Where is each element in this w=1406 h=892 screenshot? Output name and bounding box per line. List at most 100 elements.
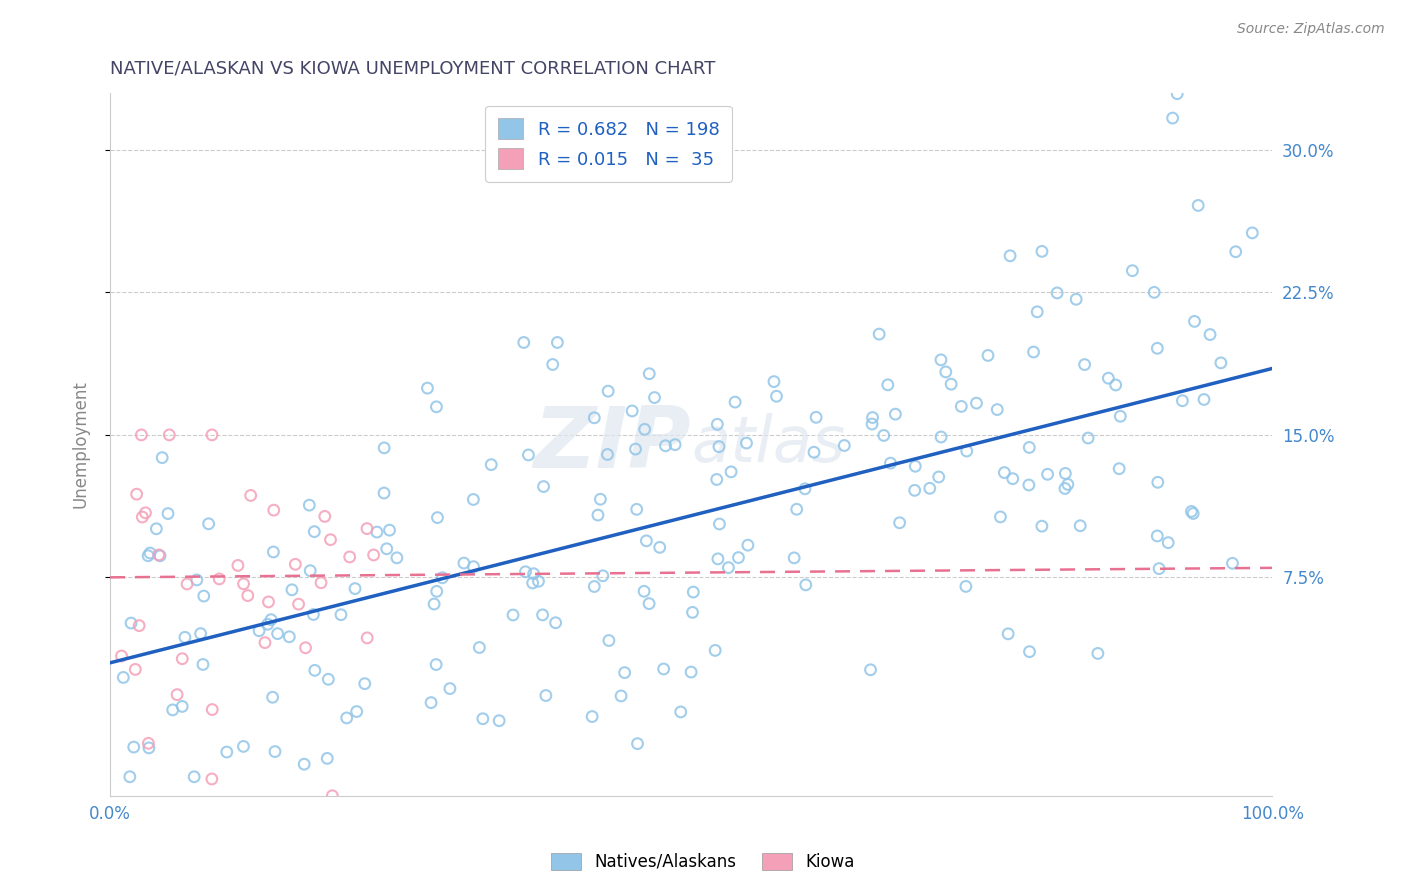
Point xyxy=(834,438,856,452)
Point xyxy=(638,597,661,611)
Point xyxy=(201,428,224,442)
Point xyxy=(523,566,546,581)
Point xyxy=(794,482,817,496)
Point xyxy=(1018,478,1040,492)
Point xyxy=(201,772,224,786)
Point xyxy=(292,757,315,772)
Point xyxy=(463,492,485,507)
Point xyxy=(735,436,758,450)
Point xyxy=(304,664,326,678)
Point xyxy=(762,375,785,389)
Point xyxy=(353,676,375,690)
Point xyxy=(1241,226,1264,240)
Point xyxy=(186,573,208,587)
Point xyxy=(1180,504,1202,518)
Point xyxy=(1161,111,1184,125)
Point xyxy=(1054,467,1077,481)
Point xyxy=(804,410,827,425)
Point xyxy=(648,541,671,555)
Point xyxy=(1001,472,1024,486)
Point xyxy=(939,377,962,392)
Text: NATIVE/ALASKAN VS KIOWA UNEMPLOYMENT CORRELATION CHART: NATIVE/ALASKAN VS KIOWA UNEMPLOYMENT COR… xyxy=(110,60,716,78)
Point xyxy=(138,740,160,755)
Point xyxy=(174,630,197,644)
Point xyxy=(112,670,135,684)
Point xyxy=(513,335,536,350)
Point xyxy=(420,696,443,710)
Point xyxy=(998,249,1021,263)
Point xyxy=(1187,198,1209,212)
Point xyxy=(997,627,1019,641)
Point xyxy=(1146,529,1168,543)
Point xyxy=(281,582,304,597)
Point xyxy=(314,509,336,524)
Point xyxy=(589,492,612,507)
Point xyxy=(904,483,927,498)
Point xyxy=(183,770,205,784)
Point xyxy=(260,613,283,627)
Point xyxy=(1108,461,1130,475)
Point xyxy=(1077,431,1099,445)
Point xyxy=(262,690,284,705)
Point xyxy=(986,402,1008,417)
Point xyxy=(426,584,449,599)
Point xyxy=(264,745,287,759)
Point xyxy=(879,456,901,470)
Point xyxy=(197,516,219,531)
Point xyxy=(592,569,614,583)
Point xyxy=(681,665,703,679)
Point xyxy=(586,508,609,522)
Point xyxy=(950,400,973,414)
Point xyxy=(263,503,285,517)
Point xyxy=(336,711,359,725)
Point xyxy=(172,651,194,665)
Point xyxy=(1097,371,1119,385)
Point xyxy=(706,473,728,487)
Point xyxy=(990,509,1012,524)
Point xyxy=(531,607,554,622)
Point xyxy=(918,481,941,495)
Point xyxy=(873,428,896,442)
Point xyxy=(1147,561,1170,575)
Point xyxy=(633,422,655,436)
Point xyxy=(1157,535,1180,549)
Point xyxy=(638,367,661,381)
Point xyxy=(1146,475,1168,490)
Point xyxy=(993,466,1015,480)
Point xyxy=(1069,518,1091,533)
Point xyxy=(373,486,395,500)
Point xyxy=(468,640,491,655)
Point xyxy=(1046,285,1069,300)
Point xyxy=(278,630,301,644)
Point xyxy=(682,606,704,620)
Point xyxy=(156,507,179,521)
Point xyxy=(533,479,555,493)
Text: Source: ZipAtlas.com: Source: ZipAtlas.com xyxy=(1237,22,1385,37)
Point xyxy=(425,657,447,672)
Point xyxy=(1073,358,1095,372)
Point xyxy=(707,440,730,454)
Point xyxy=(527,574,550,589)
Point xyxy=(284,558,307,572)
Point xyxy=(541,358,564,372)
Point xyxy=(598,384,620,399)
Point xyxy=(596,448,619,462)
Point xyxy=(1087,647,1109,661)
Point xyxy=(236,589,259,603)
Point xyxy=(304,524,326,539)
Point xyxy=(136,549,159,563)
Point xyxy=(145,522,167,536)
Point xyxy=(302,607,325,622)
Point xyxy=(172,699,194,714)
Point xyxy=(956,444,979,458)
Point xyxy=(131,428,153,442)
Point xyxy=(193,589,215,603)
Point xyxy=(664,437,686,451)
Point xyxy=(534,689,557,703)
Point xyxy=(876,377,898,392)
Point xyxy=(794,578,817,592)
Point xyxy=(626,502,648,516)
Point xyxy=(262,545,284,559)
Point xyxy=(786,502,808,516)
Point xyxy=(363,548,385,562)
